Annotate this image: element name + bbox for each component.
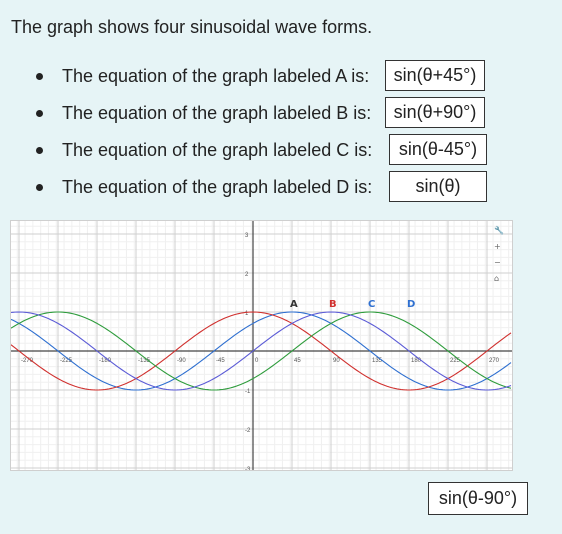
y-tick-label: 3: [245, 233, 249, 239]
curve-d: [10, 311, 512, 391]
x-tick-label: -225: [60, 358, 73, 364]
x-tick-label: 225: [450, 358, 461, 364]
answer-box-a[interactable]: sin(θ+45°): [385, 60, 485, 91]
question-text: The equation of the graph labeled B is:: [62, 103, 372, 123]
x-tick-label: 135: [372, 358, 383, 364]
x-tick-label: 90: [333, 358, 340, 364]
question-d: The equation of the graph labeled D is: …: [36, 169, 487, 206]
x-tick-label: -135: [138, 358, 151, 364]
wrench-icon[interactable]: 🔧: [494, 225, 504, 235]
x-tick-label: -270: [21, 358, 34, 364]
answer-box-c[interactable]: sin(θ-45°): [389, 134, 487, 165]
bullet-icon: [36, 73, 43, 80]
x-tick-label: 0: [255, 358, 259, 364]
question-text: The equation of the graph labeled D is:: [62, 177, 373, 197]
x-tick-label: -180: [99, 358, 112, 364]
bullet-icon: [36, 147, 43, 154]
question-a: The equation of the graph labeled A is: …: [36, 58, 485, 95]
question-text: The equation of the graph labeled C is:: [62, 140, 373, 160]
home-icon[interactable]: ⌂: [494, 274, 499, 283]
x-tick-label: -45: [216, 358, 225, 364]
question-b: The equation of the graph labeled B is: …: [36, 95, 485, 132]
x-tick-label: 45: [294, 358, 301, 364]
bullet-icon: [36, 184, 43, 191]
x-tick-label: -90: [177, 358, 186, 364]
answer-box-b[interactable]: sin(θ+90°): [385, 97, 485, 128]
question-list: The equation of the graph labeled A is: …: [36, 58, 487, 206]
bullet-icon: [36, 110, 43, 117]
x-tick-label: 180: [411, 358, 422, 364]
y-tick-label: -2: [245, 428, 251, 434]
graph-canvas[interactable]: -270 -225 -180 -135 -90 -45 0 45 90 135 180 225 270 3…: [1, 221, 512, 485]
curve-label-b: B: [329, 299, 337, 310]
y-tick-label: -3: [245, 467, 251, 470]
zoom-in-icon[interactable]: +: [494, 242, 501, 251]
curve-label-c: C: [368, 299, 375, 310]
y-tick-label: 2: [245, 272, 249, 278]
question-text: The equation of the graph labeled A is:: [62, 66, 370, 86]
answer-box-d[interactable]: sin(θ): [389, 171, 487, 202]
y-tick-label: 1: [245, 311, 249, 317]
curve-b: [10, 311, 512, 391]
curve-label-a: A: [290, 299, 298, 310]
curve-label-d: D: [407, 299, 415, 310]
curve-c: [10, 311, 512, 391]
intro-text: The graph shows four sinusoidal wave for…: [11, 17, 373, 37]
x-tick-label: 270: [489, 358, 500, 364]
zoom-out-icon[interactable]: −: [494, 258, 501, 267]
question-c: The equation of the graph labeled C is: …: [36, 132, 487, 169]
sinusoid-graph[interactable]: -270 -225 -180 -135 -90 -45 0 45 90 135 180 225 270 3…: [1, 220, 513, 485]
y-tick-label: -1: [245, 389, 251, 395]
option-box[interactable]: sin(θ-90°): [428, 482, 528, 515]
